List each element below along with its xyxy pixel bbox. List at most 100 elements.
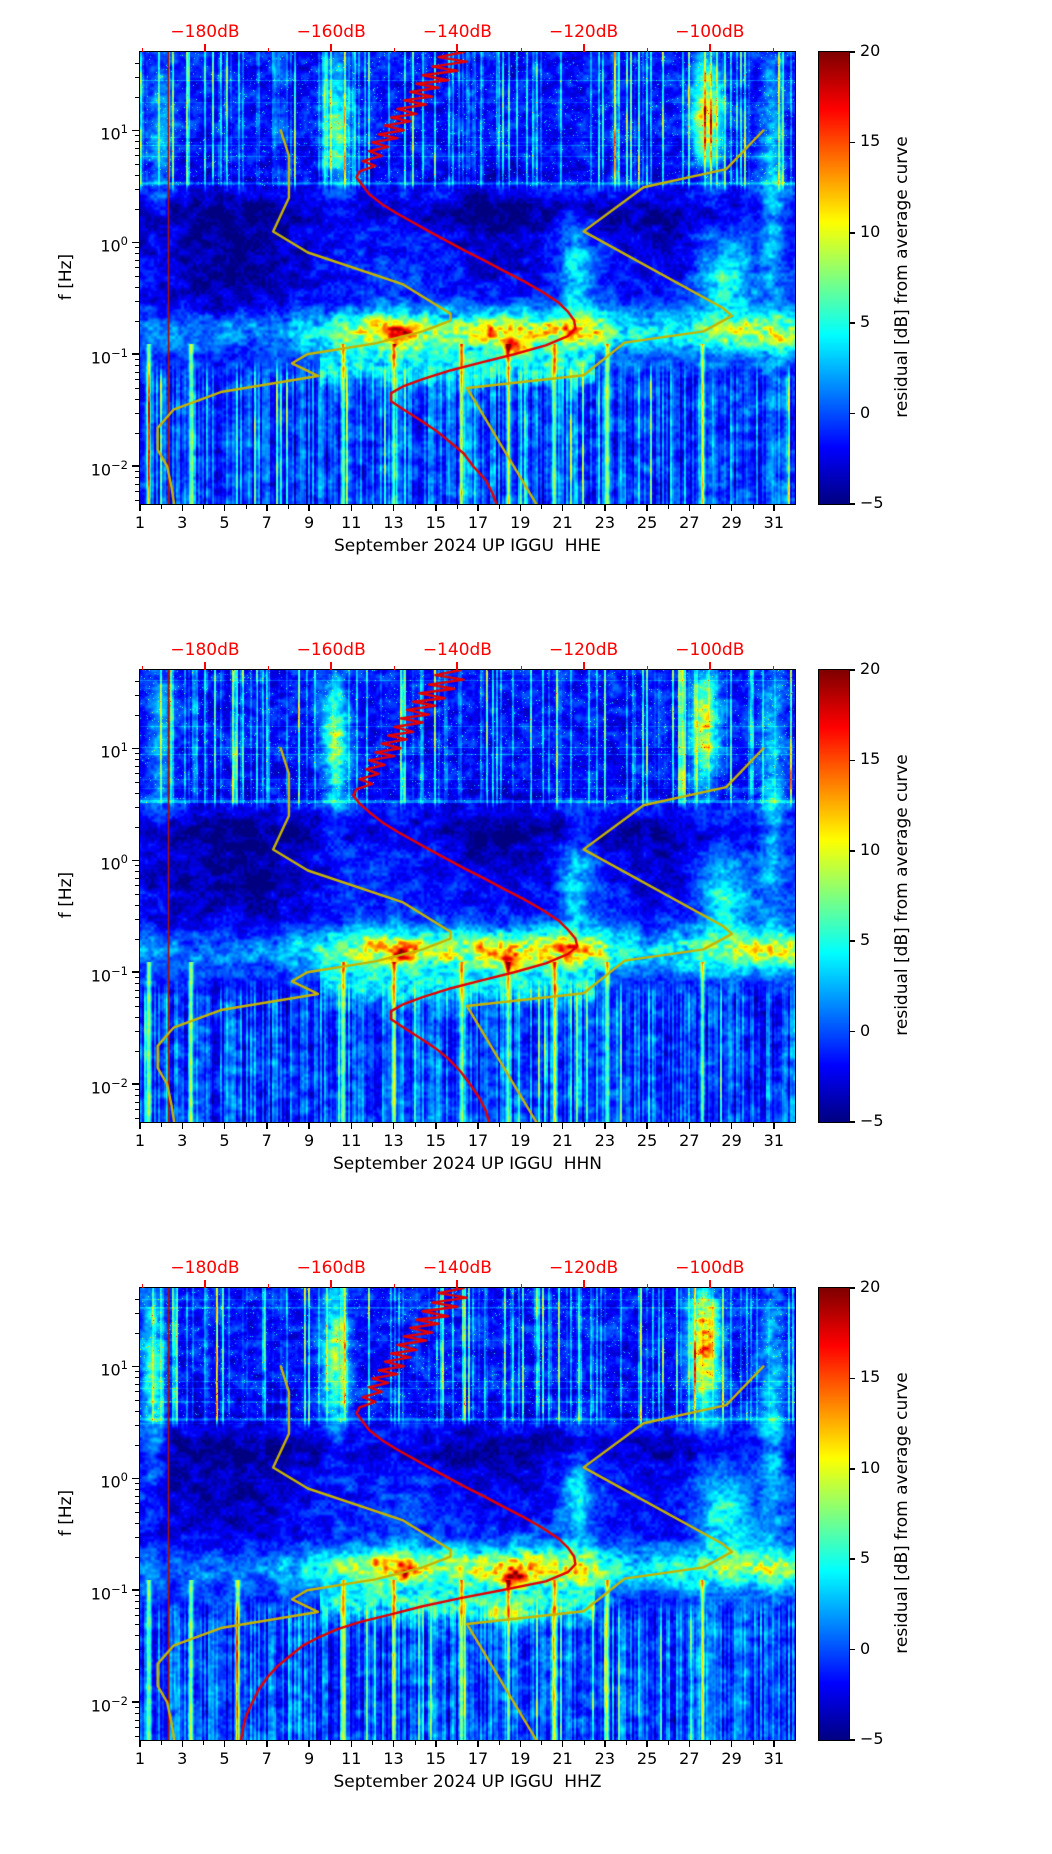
date-tick bbox=[350, 1123, 353, 1129]
date-tick bbox=[139, 1741, 141, 1747]
date-tick-label: 11 bbox=[341, 1749, 362, 1768]
date-tick bbox=[266, 505, 268, 511]
date-tick bbox=[773, 1123, 775, 1129]
date-minor-tick bbox=[245, 505, 247, 509]
colorbar-tick-label: 20 bbox=[860, 659, 881, 678]
top-axis-tick-label: −180dB bbox=[170, 640, 240, 660]
top-axis-tick-label: −100dB bbox=[675, 22, 745, 42]
date-tick bbox=[139, 1123, 141, 1129]
date-tick bbox=[223, 505, 226, 511]
date-tick bbox=[181, 505, 183, 511]
frequency-tick-label: 101 bbox=[100, 122, 128, 144]
date-minor-tick bbox=[752, 1741, 754, 1745]
date-tick bbox=[139, 505, 141, 511]
date-tick-label: 15 bbox=[425, 1131, 446, 1150]
date-minor-tick bbox=[414, 1123, 416, 1127]
colorbar-tick-label: −5 bbox=[860, 1111, 884, 1130]
date-minor-tick bbox=[203, 505, 205, 509]
frequency-tick-label: 10−2 bbox=[90, 1076, 128, 1098]
date-tick bbox=[435, 1123, 437, 1129]
date-tick-label: 25 bbox=[636, 513, 658, 532]
x-axis-label: September 2024 UP IGGU HHE bbox=[333, 536, 602, 556]
colorbar bbox=[818, 51, 850, 505]
frequency-tick bbox=[132, 747, 139, 750]
top-axis-tick-label: −140dB bbox=[422, 22, 492, 42]
colorbar-gradient bbox=[819, 52, 849, 504]
date-tick-label: 3 bbox=[177, 1131, 188, 1150]
date-minor-tick bbox=[203, 1741, 205, 1745]
date-tick-label: 1 bbox=[134, 1749, 146, 1768]
colorbar-tick-label: −5 bbox=[860, 493, 884, 512]
date-tick bbox=[646, 1741, 648, 1747]
date-tick-label: 19 bbox=[510, 1131, 531, 1150]
frequency-tick bbox=[132, 353, 139, 355]
date-minor-tick bbox=[330, 1123, 332, 1127]
date-minor-tick bbox=[752, 505, 754, 509]
colorbar bbox=[818, 669, 850, 1123]
top-axis-tick-label: −140dB bbox=[422, 640, 492, 660]
date-tick bbox=[223, 1123, 226, 1129]
date-minor-tick bbox=[456, 1123, 458, 1127]
plot-area bbox=[139, 1287, 796, 1741]
date-tick-label: 13 bbox=[383, 1131, 404, 1150]
date-tick-label: 17 bbox=[467, 1749, 489, 1768]
colorbar-tick bbox=[850, 1377, 855, 1380]
frequency-tick-label: 100 bbox=[100, 234, 128, 256]
colorbar-tick bbox=[850, 503, 855, 505]
date-tick-label: 13 bbox=[383, 1749, 404, 1768]
colorbar-tick-label: −5 bbox=[860, 1729, 884, 1748]
date-minor-tick bbox=[245, 1741, 247, 1745]
date-tick-label: 23 bbox=[594, 1749, 615, 1768]
date-tick bbox=[561, 1123, 564, 1129]
date-tick bbox=[392, 1741, 395, 1747]
date-minor-tick bbox=[372, 1741, 374, 1745]
date-tick-label: 7 bbox=[261, 1749, 272, 1768]
date-tick-label: 31 bbox=[763, 1131, 785, 1150]
y-axis-label-text: f [Hz] bbox=[56, 1489, 76, 1537]
date-minor-tick bbox=[710, 1123, 712, 1127]
date-tick-label: 15 bbox=[425, 1749, 446, 1768]
colorbar bbox=[818, 1287, 850, 1741]
date-tick bbox=[350, 505, 353, 511]
frequency-tick bbox=[132, 1701, 139, 1703]
colorbar-label-text: residual [dB] from average curve bbox=[892, 136, 912, 418]
date-tick-label: 23 bbox=[594, 1131, 615, 1150]
date-tick-label: 1 bbox=[134, 513, 146, 532]
date-tick bbox=[308, 1741, 310, 1747]
date-tick-label: 7 bbox=[261, 1131, 272, 1150]
date-tick-label: 29 bbox=[721, 1131, 742, 1150]
date-tick bbox=[435, 1741, 437, 1747]
date-tick bbox=[435, 505, 437, 511]
date-tick bbox=[730, 505, 733, 511]
y-axis-label-text: f [Hz] bbox=[56, 871, 76, 919]
date-tick bbox=[477, 505, 479, 511]
top-axis-tick-label: −160dB bbox=[296, 22, 366, 42]
frequency-tick-label: 101 bbox=[100, 740, 128, 762]
spectrogram-image bbox=[140, 670, 795, 1122]
date-minor-tick bbox=[330, 1741, 332, 1745]
frequency-tick-label: 101 bbox=[100, 1358, 128, 1380]
date-tick-label: 11 bbox=[341, 1131, 362, 1150]
date-minor-tick bbox=[414, 1741, 416, 1745]
date-minor-tick bbox=[625, 505, 627, 509]
date-tick bbox=[266, 1123, 268, 1129]
date-tick bbox=[773, 505, 775, 511]
date-minor-tick bbox=[203, 1123, 205, 1127]
colorbar-gradient bbox=[819, 670, 849, 1122]
top-axis-tick-label: −180dB bbox=[170, 22, 240, 42]
date-tick bbox=[561, 1741, 564, 1747]
date-tick-label: 11 bbox=[341, 513, 362, 532]
top-axis-tick-label: −140dB bbox=[422, 1258, 492, 1278]
date-tick bbox=[773, 1741, 775, 1747]
frequency-tick-label: 10−2 bbox=[90, 458, 128, 480]
date-minor-tick bbox=[752, 1123, 754, 1127]
colorbar-tick bbox=[850, 850, 855, 852]
date-tick bbox=[688, 505, 691, 511]
colorbar-tick bbox=[850, 1121, 855, 1123]
date-minor-tick bbox=[625, 1741, 627, 1745]
date-minor-tick bbox=[456, 1741, 458, 1745]
colorbar-gradient bbox=[819, 1288, 849, 1740]
date-tick bbox=[223, 1741, 226, 1747]
colorbar-tick bbox=[850, 141, 855, 144]
frequency-tick bbox=[132, 1477, 139, 1479]
